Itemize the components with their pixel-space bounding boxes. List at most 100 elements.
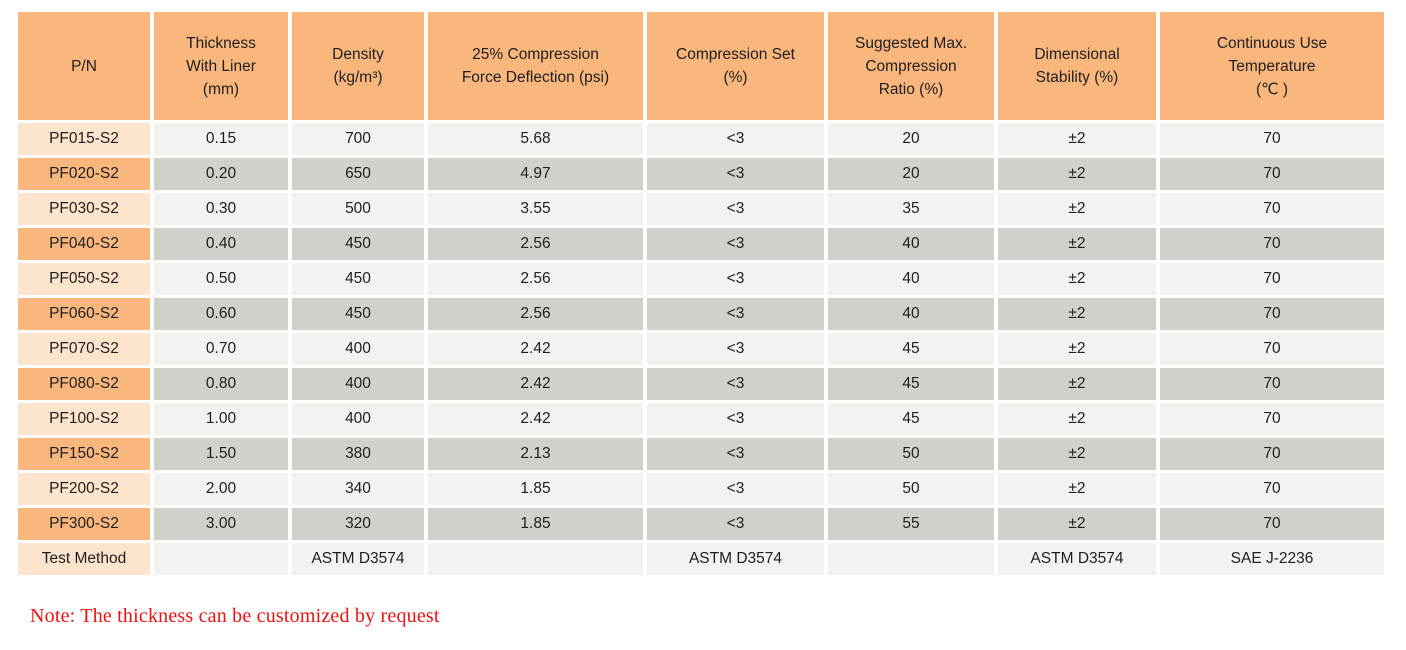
value-cell: ±2: [998, 508, 1156, 540]
table-row: PF060-S2 0.60 450 2.56 <3 40 ±2 70: [18, 298, 1384, 330]
value-cell: 650: [292, 158, 424, 190]
value-cell: <3: [647, 158, 824, 190]
value-cell: 45: [828, 333, 994, 365]
table-row: PF015-S2 0.15 700 5.68 <3 20 ±2 70: [18, 123, 1384, 155]
pn-cell: PF015-S2: [18, 123, 150, 155]
value-cell: ±2: [998, 438, 1156, 470]
table-row: PF080-S2 0.80 400 2.42 <3 45 ±2 70: [18, 368, 1384, 400]
table-row: PF300-S2 3.00 320 1.85 <3 55 ±2 70: [18, 508, 1384, 540]
value-cell: ±2: [998, 158, 1156, 190]
value-cell: 0.15: [154, 123, 288, 155]
pn-cell: PF070-S2: [18, 333, 150, 365]
value-cell: 70: [1160, 508, 1384, 540]
value-cell: <3: [647, 403, 824, 435]
value-cell: ±2: [998, 368, 1156, 400]
value-cell: <3: [647, 508, 824, 540]
value-cell: ±2: [998, 228, 1156, 260]
value-cell: 340: [292, 473, 424, 505]
value-cell: ±2: [998, 333, 1156, 365]
value-cell: 55: [828, 508, 994, 540]
value-cell: 2.42: [428, 368, 643, 400]
value-cell: <3: [647, 333, 824, 365]
value-cell: ±2: [998, 298, 1156, 330]
value-cell: 2.00: [154, 473, 288, 505]
value-cell: 0.60: [154, 298, 288, 330]
column-header-pn: P/N: [18, 12, 150, 120]
column-header-continuous-use-temp: Continuous Use Temperature (℃ ): [1160, 12, 1384, 120]
value-cell: 450: [292, 228, 424, 260]
value-cell: 50: [828, 438, 994, 470]
value-cell: 70: [1160, 298, 1384, 330]
value-cell: 70: [1160, 403, 1384, 435]
value-cell: 0.50: [154, 263, 288, 295]
value-cell: 35: [828, 193, 994, 225]
table-row: PF150-S2 1.50 380 2.13 <3 50 ±2 70: [18, 438, 1384, 470]
value-cell: 70: [1160, 333, 1384, 365]
pn-cell: PF030-S2: [18, 193, 150, 225]
value-cell: 3.00: [154, 508, 288, 540]
value-cell: 700: [292, 123, 424, 155]
value-cell: [828, 543, 994, 575]
value-cell: [154, 543, 288, 575]
value-cell: 0.80: [154, 368, 288, 400]
table-row: PF200-S2 2.00 340 1.85 <3 50 ±2 70: [18, 473, 1384, 505]
value-cell: 2.56: [428, 298, 643, 330]
value-cell: ASTM D3574: [292, 543, 424, 575]
pn-cell: PF080-S2: [18, 368, 150, 400]
pn-cell: PF020-S2: [18, 158, 150, 190]
value-cell: 450: [292, 263, 424, 295]
value-cell: 20: [828, 123, 994, 155]
value-cell: <3: [647, 473, 824, 505]
column-header-density: Density (kg/m³): [292, 12, 424, 120]
value-cell: 1.00: [154, 403, 288, 435]
value-cell: 70: [1160, 123, 1384, 155]
table-row: PF050-S2 0.50 450 2.56 <3 40 ±2 70: [18, 263, 1384, 295]
value-cell: <3: [647, 368, 824, 400]
value-cell: <3: [647, 438, 824, 470]
value-cell: 20: [828, 158, 994, 190]
value-cell: 0.20: [154, 158, 288, 190]
table-row: PF100-S2 1.00 400 2.42 <3 45 ±2 70: [18, 403, 1384, 435]
value-cell: 5.68: [428, 123, 643, 155]
column-header-cfd: 25% Compression Force Deflection (psi): [428, 12, 643, 120]
value-cell: <3: [647, 298, 824, 330]
value-cell: 400: [292, 333, 424, 365]
pn-cell: PF150-S2: [18, 438, 150, 470]
value-cell: 2.42: [428, 333, 643, 365]
table-row: Test Method ASTM D3574 ASTM D3574 ASTM D357…: [18, 543, 1384, 575]
value-cell: ASTM D3574: [998, 543, 1156, 575]
value-cell: SAE J-2236: [1160, 543, 1384, 575]
table-row: PF070-S2 0.70 400 2.42 <3 45 ±2 70: [18, 333, 1384, 365]
value-cell: 2.56: [428, 228, 643, 260]
value-cell: 40: [828, 263, 994, 295]
value-cell: 4.97: [428, 158, 643, 190]
value-cell: ±2: [998, 403, 1156, 435]
column-header-dimensional-stability: Dimensional Stability (%): [998, 12, 1156, 120]
value-cell: ±2: [998, 123, 1156, 155]
value-cell: 400: [292, 403, 424, 435]
value-cell: 1.85: [428, 473, 643, 505]
value-cell: 2.13: [428, 438, 643, 470]
pn-cell: PF040-S2: [18, 228, 150, 260]
column-header-compression-set: Compression Set (%): [647, 12, 824, 120]
value-cell: 3.55: [428, 193, 643, 225]
value-cell: 70: [1160, 368, 1384, 400]
value-cell: 70: [1160, 473, 1384, 505]
value-cell: <3: [647, 123, 824, 155]
pn-cell: PF050-S2: [18, 263, 150, 295]
value-cell: 380: [292, 438, 424, 470]
value-cell: 70: [1160, 158, 1384, 190]
value-cell: 2.42: [428, 403, 643, 435]
value-cell: 1.85: [428, 508, 643, 540]
value-cell: 500: [292, 193, 424, 225]
value-cell: ±2: [998, 473, 1156, 505]
spec-table: P/N Thickness With Liner (mm) Density (kg/m³)…: [14, 9, 1388, 578]
table-header-row: P/N Thickness With Liner (mm) Density (kg/m³)…: [18, 12, 1384, 120]
value-cell: <3: [647, 193, 824, 225]
table-row: PF040-S2 0.40 450 2.56 <3 40 ±2 70: [18, 228, 1384, 260]
value-cell: 320: [292, 508, 424, 540]
value-cell: 45: [828, 368, 994, 400]
value-cell: 0.30: [154, 193, 288, 225]
value-cell: 0.40: [154, 228, 288, 260]
